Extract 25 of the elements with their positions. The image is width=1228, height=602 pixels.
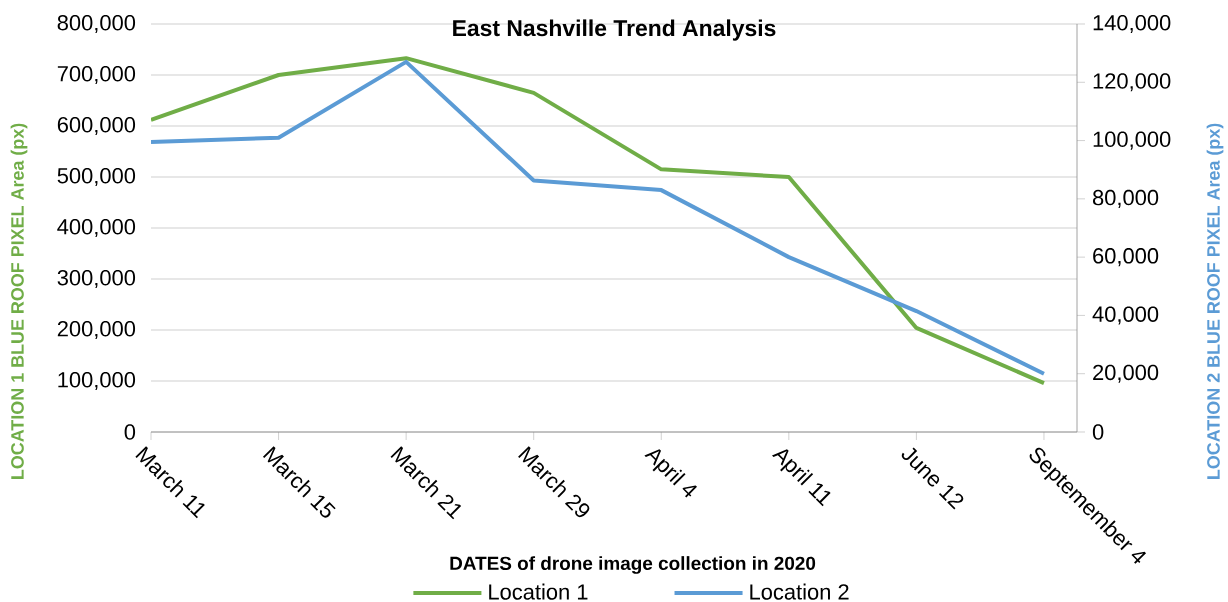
y-axis-title: LOCATION 1 BLUE ROOF PIXEL Area (px): [10, 123, 28, 479]
y2-tick-label: 20,000: [1093, 364, 1159, 383]
y2-tick-label: 0: [1092, 424, 1104, 440]
legend-label: Location 2: [750, 583, 849, 600]
x-tick-label: April 11: [771, 449, 831, 507]
y-tick-label: 0: [124, 424, 136, 440]
y-tick-label: 100,000: [58, 371, 136, 391]
y-tick-label: 200,000: [57, 320, 136, 340]
y2-tick-label: 140,000: [1093, 14, 1171, 34]
y-tick-label: 400,000: [57, 218, 136, 238]
y-tick-label: 600,000: [57, 116, 136, 136]
y2-axis-title: LOCATION 2 BLUE ROOF PIXEL Area (px): [1206, 123, 1224, 479]
chart-title: East Nashville Trend Analysis: [453, 19, 776, 41]
x-tick-label: April 4: [644, 449, 698, 498]
legend-label: Location 1: [489, 583, 588, 600]
y-tick-label: 700,000: [57, 65, 136, 85]
y-tick-label: 500,000: [57, 167, 136, 187]
y2-tick-label: 100,000: [1093, 131, 1171, 150]
y2-tick-label: 80,000: [1092, 189, 1159, 208]
x-axis-title: DATES of drone image collection in 2020: [450, 556, 816, 574]
y2-tick-label: 60,000: [1093, 248, 1159, 267]
y2-tick-label: 120,000: [1093, 73, 1171, 92]
y-tick-label: 300,000: [57, 269, 136, 289]
y-tick-label: 800,000: [57, 14, 136, 34]
y2-tick-label: 40,000: [1092, 306, 1159, 325]
